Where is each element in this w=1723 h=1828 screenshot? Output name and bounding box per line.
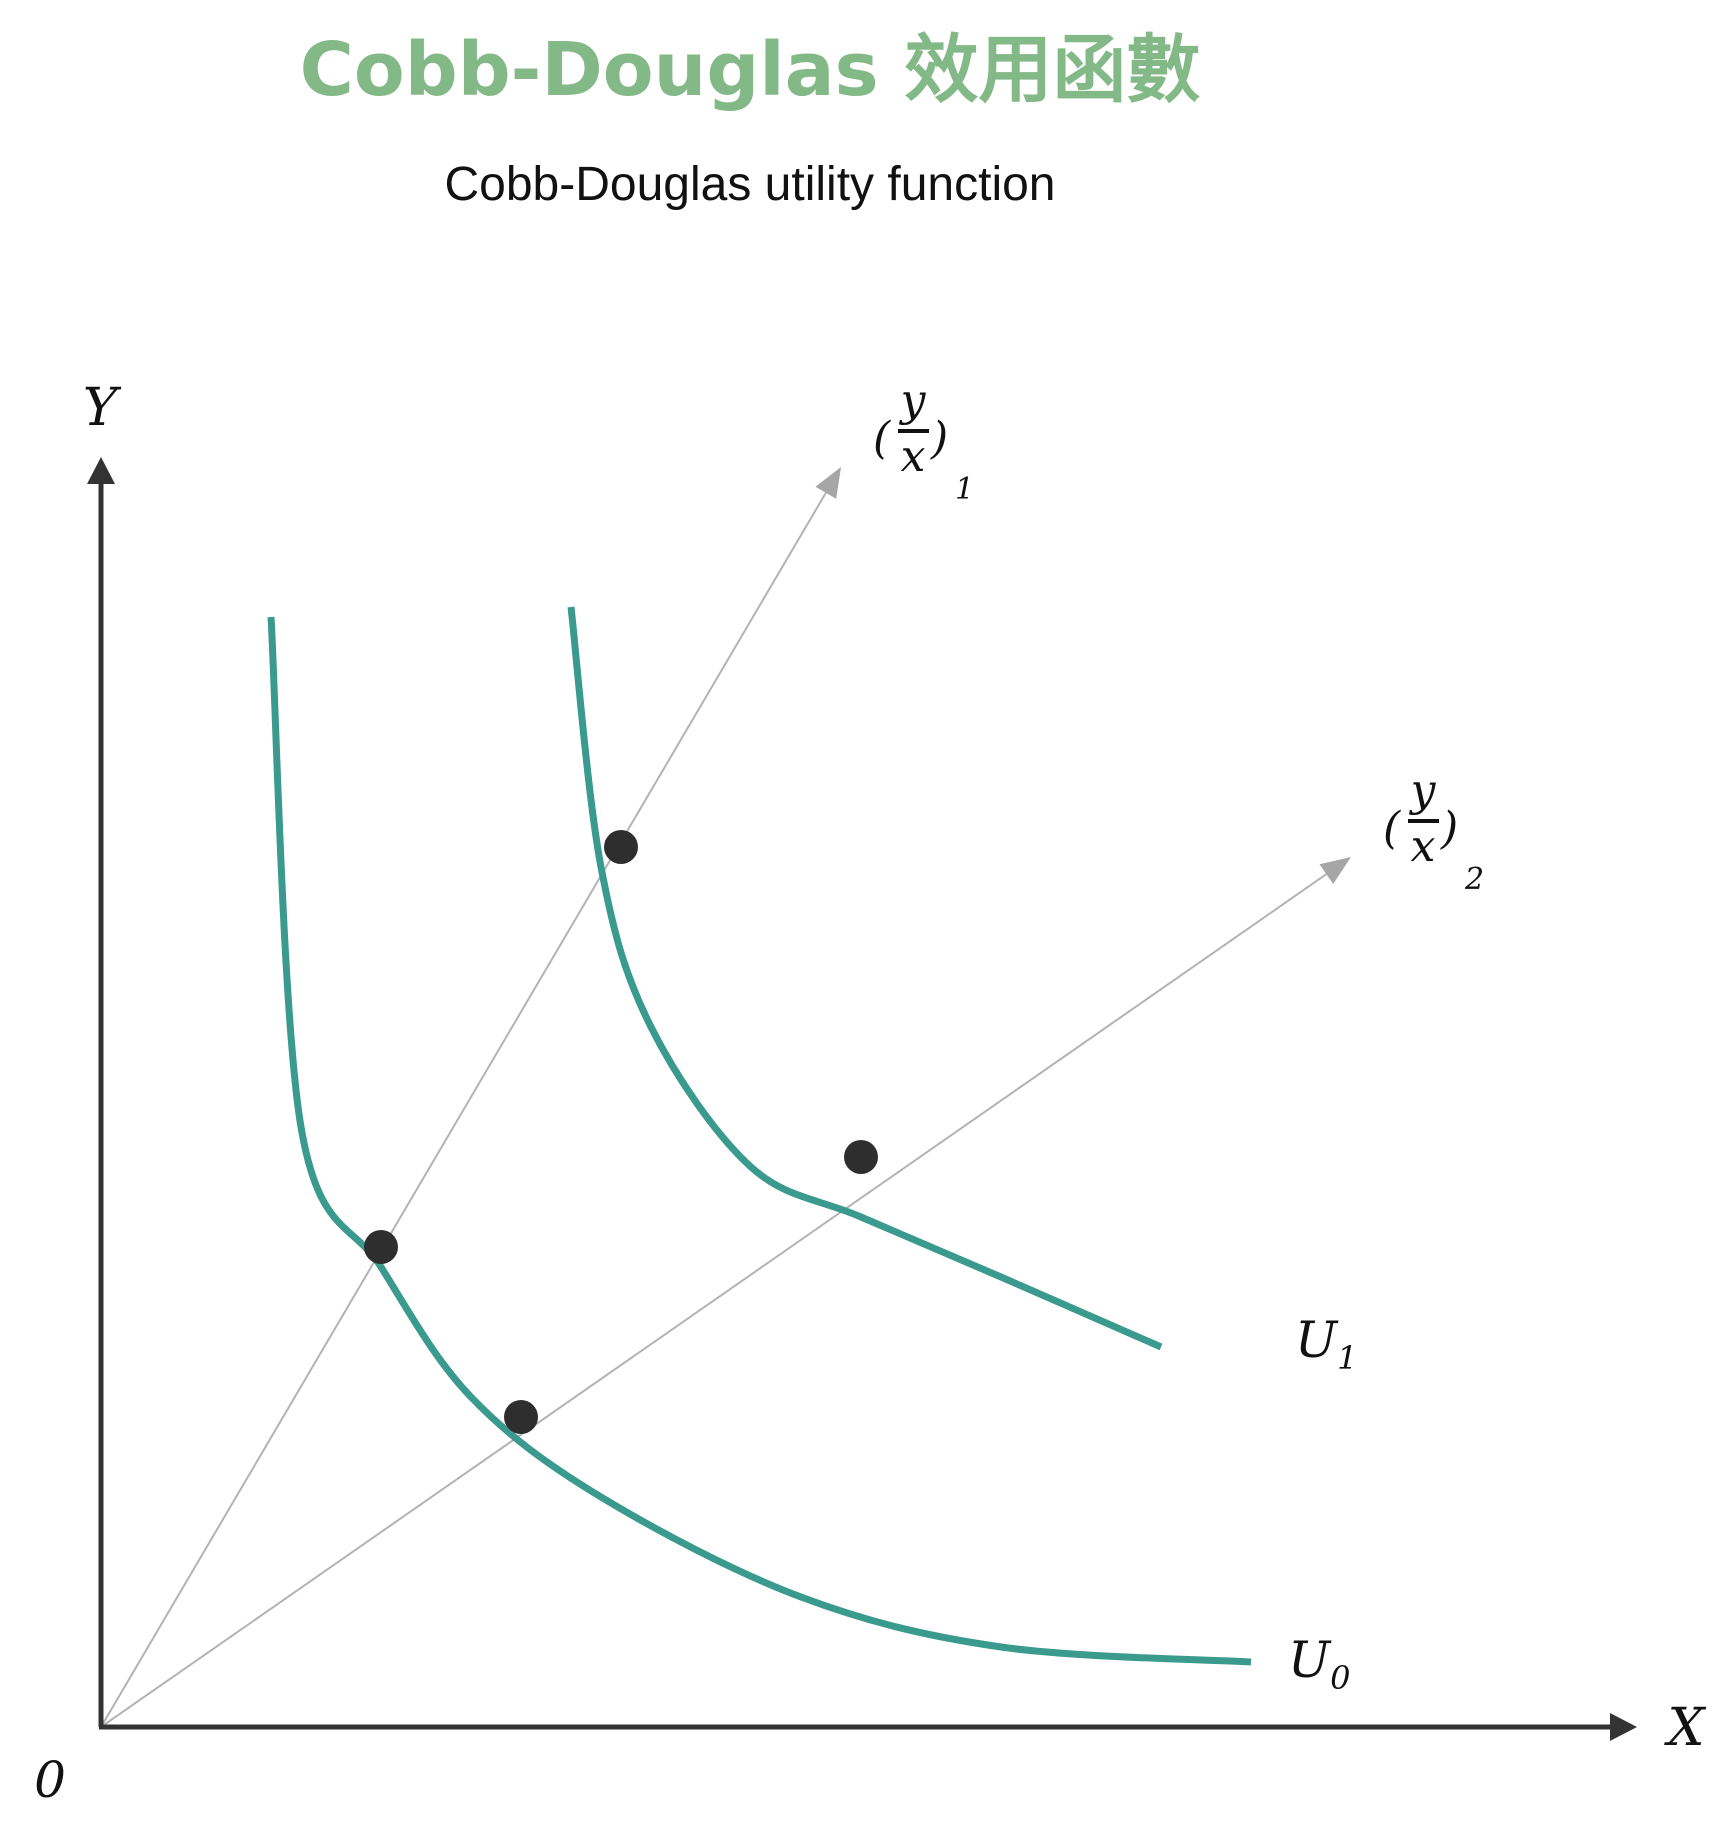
indifference-curve-U0 (267, 616, 1252, 1666)
ratio-label-subscript: 1 (955, 472, 974, 507)
tangency-point-2 (604, 830, 638, 864)
ratio-label-paren-right: ) (930, 413, 948, 464)
ratio-label-numerator: y (1409, 765, 1437, 816)
indifference-curve-U1 (567, 606, 1163, 1351)
tangency-point-1 (364, 1230, 398, 1264)
page-subtitle: Cobb-Douglas utility function (445, 158, 1056, 211)
ratio-label-subscript: 2 (1464, 862, 1484, 897)
ratio-label-1: (yx)1 (873, 375, 974, 507)
curve-label-U0: U0 (1288, 1631, 1351, 1697)
tangency-point-4 (844, 1140, 878, 1174)
tangency-point-3 (504, 1400, 538, 1434)
y-axis-label: Y (83, 378, 122, 438)
ratio-label-denominator: x (1411, 821, 1436, 872)
curve-label-U1: U1 (1295, 1311, 1358, 1377)
ratio-label-2: (yx)2 (1383, 765, 1484, 897)
x-axis-label: X (1663, 1698, 1706, 1758)
ratio-ray-1 (100, 492, 827, 1728)
ratio-label-denominator: x (901, 431, 926, 482)
indifference-curves (267, 606, 1252, 1666)
page-title: Cobb-Douglas 效用函數 (300, 27, 1201, 113)
ratio-ray-arrow-icon (815, 467, 841, 499)
ratio-label-paren-left: ( (1383, 803, 1401, 854)
ratio-rays (100, 467, 1351, 1728)
origin-label: 0 (34, 1751, 66, 1809)
ratio-ray-arrow-icon (1319, 857, 1351, 884)
x-axis-arrow-icon (1610, 1713, 1637, 1741)
y-axis-arrow-icon (87, 457, 115, 484)
axes (87, 457, 1637, 1741)
ratio-label-numerator: y (899, 375, 927, 426)
ratio-label-paren-right: ) (1440, 803, 1458, 854)
tangency-points (364, 830, 878, 1434)
ratio-ray-2 (100, 873, 1327, 1728)
ratio-label-paren-left: ( (873, 413, 891, 464)
